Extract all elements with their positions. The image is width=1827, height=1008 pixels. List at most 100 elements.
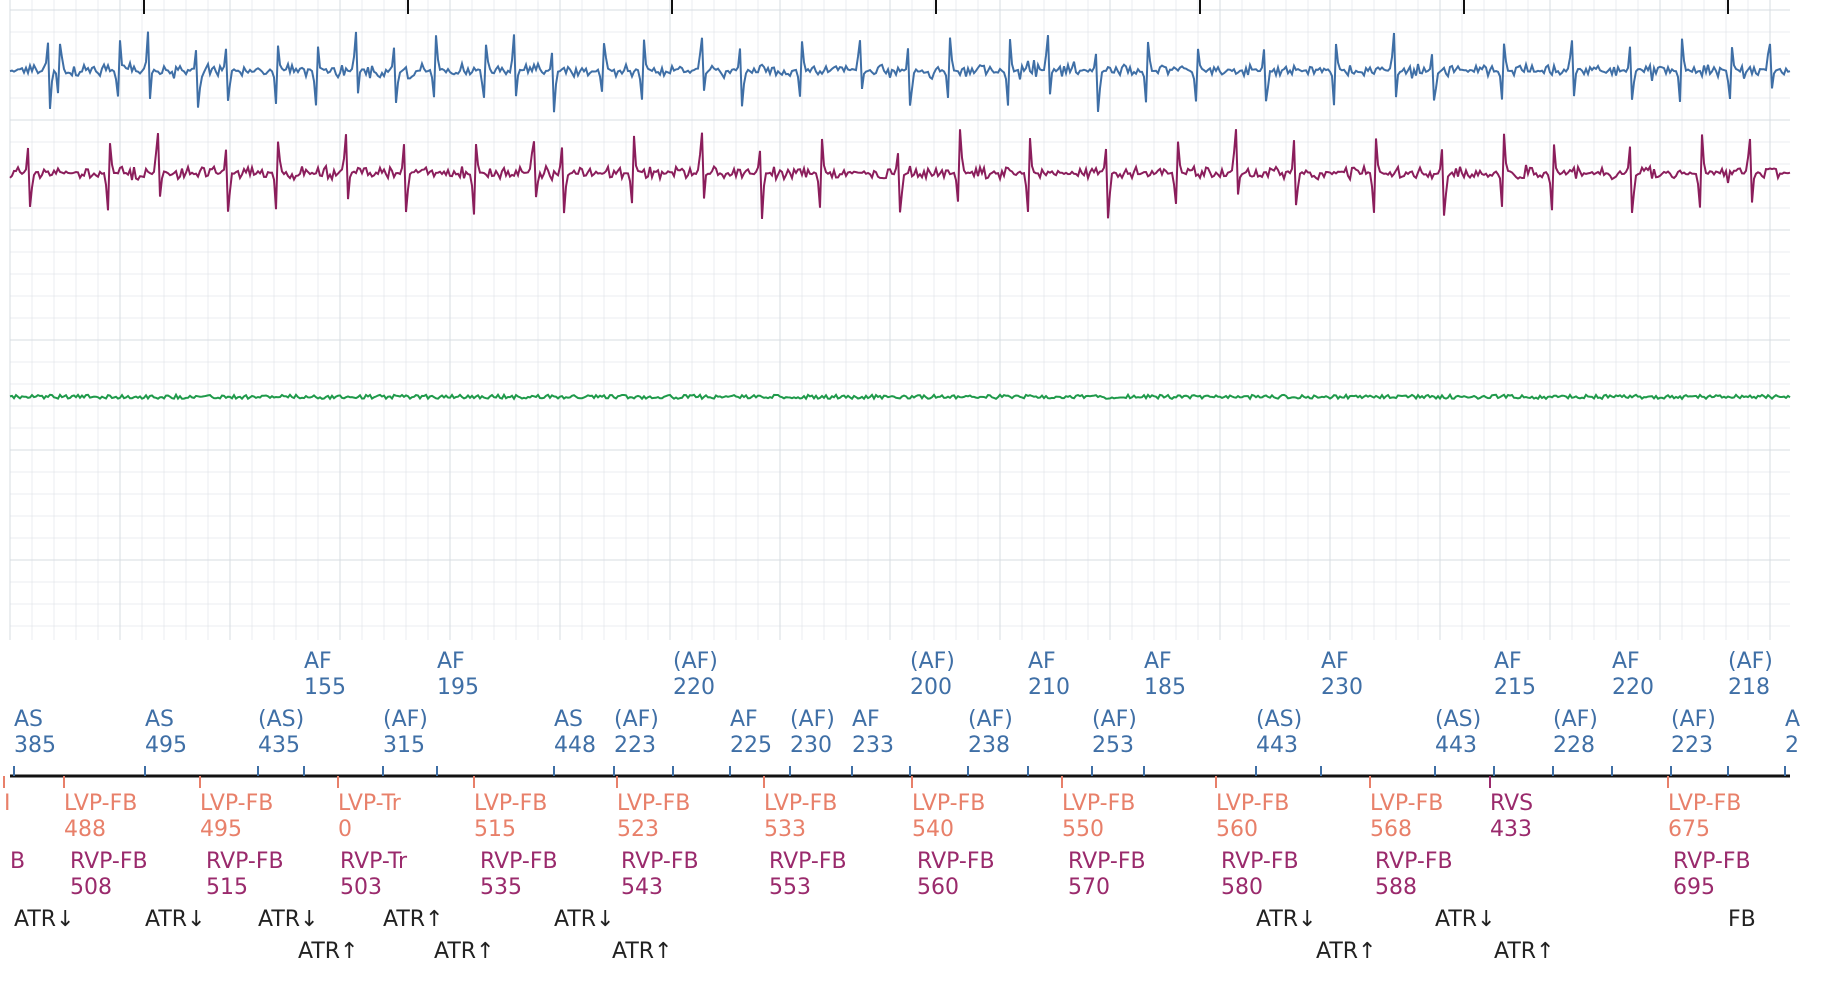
rv-marker-interval: 560: [917, 875, 959, 900]
atr-event-label: ATR↓: [145, 907, 206, 932]
lv-marker-label: LVP-Tr0: [338, 791, 402, 842]
atrial-marker-code: (AF): [383, 707, 428, 732]
lv-marker-interval: 568: [1370, 817, 1412, 842]
atrial-marker-code: A: [1785, 707, 1800, 732]
marker-channel: [3, 766, 1790, 788]
lv-marker-code: LVP-FB: [474, 791, 547, 816]
atrial-marker-interval: 210: [1028, 675, 1070, 700]
atrial-marker-code: AS: [554, 707, 583, 732]
atrial-marker-interval: 435: [258, 733, 300, 758]
lv-marker-code: LVP-FB: [1668, 791, 1741, 816]
lv-marker-interval: 433: [1490, 817, 1532, 842]
atr-event-label: ATR↑: [612, 939, 673, 964]
rv-marker-code: RVP-Tr: [340, 849, 408, 874]
atr-event-label: FB: [1728, 907, 1756, 932]
atr-event-label: ATR↑: [383, 907, 444, 932]
lv-marker-code: I: [4, 791, 11, 816]
rv-marker-interval: 508: [70, 875, 112, 900]
atrial-marker-code: AF: [1494, 649, 1522, 674]
lv-marker-code: LVP-Tr: [338, 791, 402, 816]
rv-marker-interval: 515: [206, 875, 248, 900]
lv-marker-code: LVP-FB: [64, 791, 137, 816]
atrial-marker-code: (AS): [1435, 707, 1481, 732]
atrial-marker-code: (AF): [1671, 707, 1716, 732]
atr-event-label: ATR↑: [434, 939, 495, 964]
lv-marker-code: LVP-FB: [1216, 791, 1289, 816]
atrial-marker-interval: 185: [1144, 675, 1186, 700]
atrial-marker-label: (AS)443: [1256, 707, 1302, 758]
shock-egm-trace: [9, 392, 1791, 401]
ventricular-egm-trace: [9, 129, 1791, 219]
lv-marker-interval: 0: [338, 817, 352, 842]
atrial-marker-interval: 200: [910, 675, 952, 700]
atrial-marker-label: (AF)220: [673, 649, 718, 700]
rv-marker-code: RVP-FB: [1673, 849, 1751, 874]
atrial-marker-interval: 495: [145, 733, 187, 758]
rv-marker-interval: 553: [769, 875, 811, 900]
atrial-marker-interval: 443: [1256, 733, 1298, 758]
atrial-marker-interval: 230: [1321, 675, 1363, 700]
atrial-marker-code: AF: [852, 707, 880, 732]
rv-marker-code: RVP-FB: [70, 849, 148, 874]
atrial-marker-interval: 443: [1435, 733, 1477, 758]
lv-marker-code: LVP-FB: [912, 791, 985, 816]
rv-marker-interval: 580: [1221, 875, 1263, 900]
atrial-marker-label: (AF)218: [1728, 649, 1773, 700]
atr-event-label: ATR↑: [1316, 939, 1377, 964]
atrial-marker-interval: 230: [790, 733, 832, 758]
rv-marker-interval: 588: [1375, 875, 1417, 900]
lv-marker-interval: 495: [200, 817, 242, 842]
atrial-marker-code: AS: [14, 707, 43, 732]
lv-marker-interval: 533: [764, 817, 806, 842]
lv-marker-interval: 540: [912, 817, 954, 842]
atrial-marker-interval: 233: [852, 733, 894, 758]
lv-marker-interval: 550: [1062, 817, 1104, 842]
atrial-marker-label: (AF)223: [1671, 707, 1716, 758]
atrial-marker-code: (AF): [790, 707, 835, 732]
atrial-marker-code: (AF): [910, 649, 955, 674]
atrial-marker-code: (AF): [1728, 649, 1773, 674]
atrial-marker-label: (AF)223: [614, 707, 659, 758]
atrial-marker-code: AF: [1144, 649, 1172, 674]
atrial-marker-interval: 253: [1092, 733, 1134, 758]
rv-marker-interval: 570: [1068, 875, 1110, 900]
atrial-marker-code: AF: [304, 649, 332, 674]
atrial-marker-code: (AF): [614, 707, 659, 732]
atrial-marker-code: AF: [730, 707, 758, 732]
atrial-marker-code: AF: [437, 649, 465, 674]
rv-marker-interval: 535: [480, 875, 522, 900]
atrial-marker-code: (AS): [1256, 707, 1302, 732]
lv-marker-code: LVP-FB: [1370, 791, 1443, 816]
egm-traces: [9, 31, 1791, 401]
atr-event-label: ATR↓: [14, 907, 75, 932]
atrial-marker-interval: 220: [673, 675, 715, 700]
rv-marker-code: B: [10, 849, 25, 874]
atrial-marker-label: (AF)230: [790, 707, 835, 758]
atrial-marker-code: (AF): [673, 649, 718, 674]
atrial-marker-interval: 220: [1612, 675, 1654, 700]
rv-marker-label: B: [10, 849, 25, 874]
atrial-marker-label: (AF)238: [968, 707, 1013, 758]
atrial-marker-label: (AF)315: [383, 707, 428, 758]
